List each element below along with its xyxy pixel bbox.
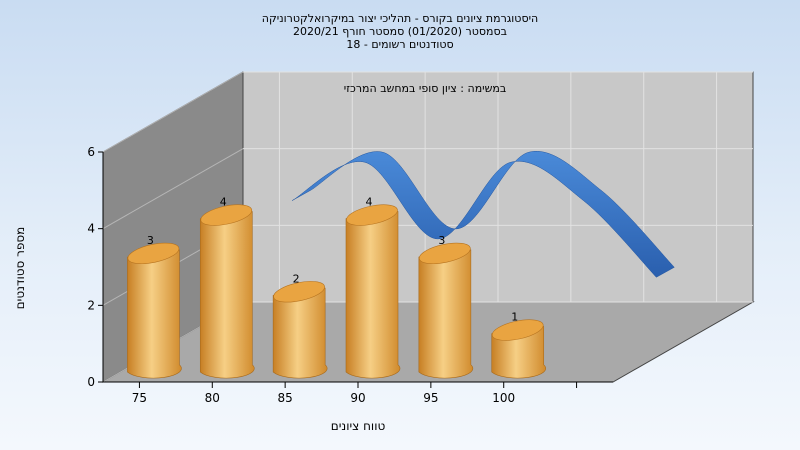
y-tick-label-1: 2 bbox=[87, 298, 95, 312]
bar-top-2 bbox=[273, 281, 325, 303]
bar-body-0 bbox=[127, 249, 182, 379]
bar-top-4 bbox=[419, 242, 471, 265]
x-tick-label-2: 85 bbox=[278, 391, 293, 405]
bar-top-0 bbox=[127, 242, 180, 265]
data-label-2: 2 bbox=[293, 272, 300, 285]
data-labels: 3 4 2 4 3 1 bbox=[147, 196, 518, 324]
x-tick-label-1: 80 bbox=[205, 391, 220, 405]
bar-body-2 bbox=[272, 287, 328, 379]
chart-annotation: במשימה : ציון סופי במחשב המרכזי bbox=[344, 82, 507, 95]
line-series-ribbon bbox=[291, 151, 675, 278]
bar-series bbox=[127, 204, 546, 379]
chart-title-line-2: בסמסטר (01/2020) סמסטר חורף 2020/21 bbox=[293, 25, 507, 38]
bar-top-1 bbox=[200, 204, 253, 226]
data-label-5: 1 bbox=[511, 311, 518, 324]
data-label-3: 4 bbox=[366, 196, 373, 209]
bar-90 bbox=[345, 204, 401, 379]
gridlines bbox=[102, 71, 753, 383]
bar-body-3 bbox=[345, 211, 401, 379]
x-axis-ticks: 75 80 85 90 95 100 bbox=[132, 382, 578, 405]
bar-80 bbox=[199, 204, 255, 379]
x-tick-label-5: 100 bbox=[492, 391, 515, 405]
data-label-4: 3 bbox=[438, 234, 445, 247]
bar-top-5 bbox=[491, 319, 544, 341]
bar-top-3 bbox=[346, 204, 398, 226]
chart-title-line-1: היסטוגרמת ציונים בקורס - תהליכי יצור במי… bbox=[262, 12, 538, 25]
bar-body-1 bbox=[199, 211, 255, 379]
bar-body-4 bbox=[418, 249, 474, 379]
bar-85 bbox=[272, 281, 328, 379]
data-label-0: 3 bbox=[147, 234, 154, 247]
gridline-left-2 bbox=[102, 148, 244, 230]
bar-100 bbox=[491, 319, 546, 379]
bar-95 bbox=[418, 242, 474, 379]
y-tick-label-2: 4 bbox=[87, 222, 95, 236]
y-axis-ticks: 0 2 4 6 bbox=[87, 145, 103, 389]
y-tick-label-0: 0 bbox=[87, 375, 95, 389]
bar-75 bbox=[127, 242, 182, 379]
y-tick-label-3: 6 bbox=[87, 145, 95, 159]
x-tick-label-3: 90 bbox=[350, 391, 365, 405]
x-axis-title: טווח ציונים bbox=[331, 419, 386, 433]
chart-title-line-3: סטודנטים רשומים - 18 bbox=[346, 38, 453, 51]
x-tick-label-0: 75 bbox=[132, 391, 147, 405]
y-axis-title: מספר סטודנטים bbox=[13, 227, 27, 310]
line-series-ribbon-shape bbox=[291, 151, 675, 278]
gridline-left-3 bbox=[102, 71, 244, 153]
data-label-1: 4 bbox=[220, 196, 227, 209]
x-tick-label-4: 95 bbox=[423, 391, 438, 405]
